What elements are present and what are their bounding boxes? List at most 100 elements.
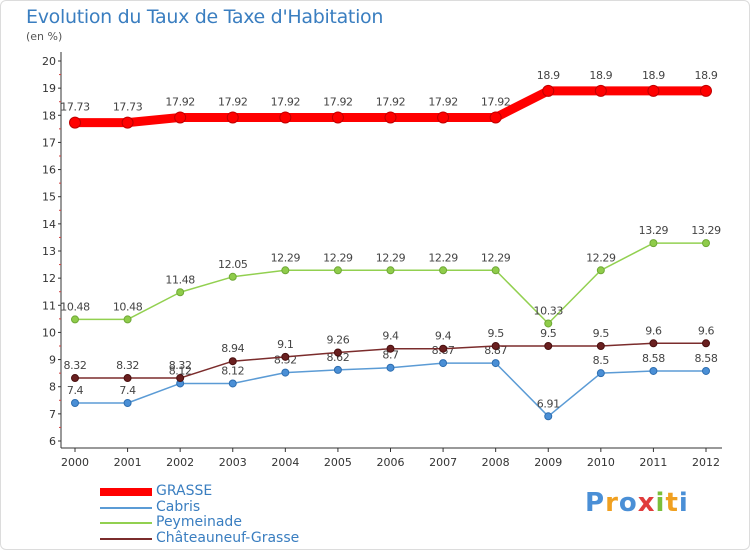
data-label: 9.5 <box>593 327 610 340</box>
legend-item-grasse: GRASSE <box>100 483 360 500</box>
data-label: 10.33 <box>534 304 564 317</box>
data-point <box>121 116 134 129</box>
x-tick-label: 2000 <box>61 456 89 469</box>
data-point <box>544 319 553 328</box>
proxiti-logo: Proxiti <box>585 488 689 518</box>
data-label: 8.94 <box>221 342 244 355</box>
data-label: 17.73 <box>60 101 90 114</box>
data-label: 8.5 <box>593 354 610 367</box>
x-tick-label: 2009 <box>534 456 562 469</box>
data-point <box>333 348 342 357</box>
data-point <box>700 84 712 97</box>
data-point <box>702 239 710 248</box>
data-label: 18.9 <box>589 69 612 82</box>
data-point <box>384 111 397 124</box>
x-tick-label: 2002 <box>166 456 194 469</box>
data-point <box>386 344 395 353</box>
x-tick-label: 2006 <box>377 456 405 469</box>
data-point <box>386 363 395 372</box>
data-label: 10.48 <box>113 300 143 313</box>
y-tick-label: 11 <box>42 299 56 312</box>
data-label: 8.32 <box>116 359 139 372</box>
data-label: 8.12 <box>221 364 244 377</box>
data-label: 9.5 <box>488 327 505 340</box>
data-label: 12.29 <box>271 251 301 264</box>
data-label: 8.62 <box>326 351 349 364</box>
data-point <box>71 374 79 383</box>
data-label: 9.1 <box>277 338 293 351</box>
legend-item-cabris: Cabris <box>100 499 360 516</box>
data-label: 8.32 <box>64 359 87 372</box>
data-label: 12.29 <box>323 251 353 264</box>
data-point <box>649 339 658 348</box>
data-label: 9.4 <box>382 330 399 343</box>
data-point <box>176 288 185 297</box>
data-point <box>596 342 605 350</box>
data-point <box>71 315 79 324</box>
x-tick-label: 2010 <box>587 456 615 469</box>
data-label: 17.92 <box>218 95 248 108</box>
data-label: 8.12 <box>169 364 192 377</box>
data-point <box>437 111 450 124</box>
data-label: 7.4 <box>67 384 84 397</box>
data-point <box>123 374 132 383</box>
data-point <box>542 84 555 97</box>
x-tick-label: 2003 <box>219 456 247 469</box>
data-point <box>647 84 660 97</box>
data-point <box>649 239 658 248</box>
data-point <box>596 266 605 275</box>
data-point <box>491 342 500 350</box>
data-label: 9.6 <box>645 324 662 337</box>
y-tick-label: 16 <box>42 164 56 177</box>
data-label: 18.9 <box>537 69 560 82</box>
data-label: 17.92 <box>165 95 195 108</box>
y-tick-label: 12 <box>42 272 56 285</box>
data-point <box>491 266 500 275</box>
data-point <box>439 359 448 368</box>
data-point <box>331 111 344 124</box>
chart-title: Evolution du Taux de Taxe d'Habitation <box>26 6 384 28</box>
y-tick-label: 20 <box>42 55 56 68</box>
y-tick-label: 18 <box>42 109 56 122</box>
data-label: 8.58 <box>642 352 665 365</box>
data-point <box>491 359 500 368</box>
data-label: 12.29 <box>376 251 406 264</box>
data-point <box>281 352 290 361</box>
data-point <box>71 399 79 407</box>
data-label: 10.48 <box>60 300 90 313</box>
data-label: 8.87 <box>484 344 507 357</box>
y-tick-label: 19 <box>42 82 56 95</box>
legend-label-grasse: GRASSE <box>156 483 213 499</box>
y-tick-label: 10 <box>42 326 56 339</box>
y-tick-label: 17 <box>42 136 56 149</box>
data-point <box>333 365 342 374</box>
data-label: 8.58 <box>695 352 718 365</box>
y-tick-label: 7 <box>49 408 56 421</box>
legend-swatch-peymeinade <box>100 522 152 524</box>
data-label: 17.73 <box>113 101 143 114</box>
data-point <box>649 366 658 375</box>
data-point <box>69 116 81 129</box>
data-point <box>228 379 237 388</box>
data-label: 17.92 <box>428 95 458 108</box>
data-point <box>386 266 395 275</box>
data-label: 12.29 <box>481 251 511 264</box>
legend-label-cabris: Cabris <box>156 499 201 515</box>
data-label: 8.7 <box>382 349 399 362</box>
legend-swatch-grasse <box>100 488 152 496</box>
data-label: 17.92 <box>271 95 301 108</box>
y-tick-label: 13 <box>42 245 56 258</box>
data-point <box>596 369 605 378</box>
data-label: 7.4 <box>119 384 136 397</box>
data-point <box>544 342 553 350</box>
data-point <box>228 272 237 281</box>
y-tick-label: 9 <box>49 354 56 367</box>
legend-swatch-cabris <box>100 507 152 509</box>
legend-label-chateauneuf-grasse: Châteauneuf-Grasse <box>156 530 300 546</box>
data-point <box>489 111 502 124</box>
data-label: 9.4 <box>435 330 452 343</box>
x-tick-label: 2011 <box>639 456 667 469</box>
data-point <box>228 357 237 366</box>
data-label: 18.9 <box>642 69 665 82</box>
y-tick-label: 15 <box>42 191 56 204</box>
